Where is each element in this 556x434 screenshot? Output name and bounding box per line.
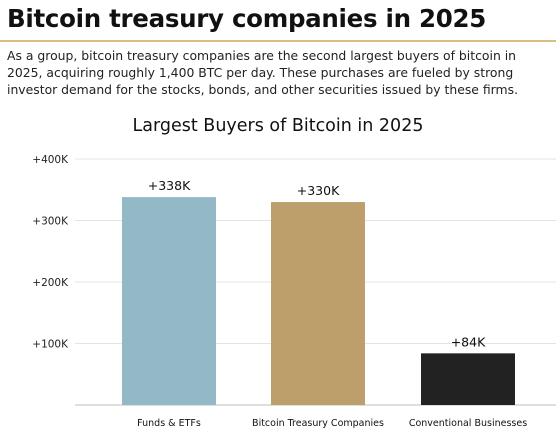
- article-headline: Bitcoin treasury companies in 2025: [7, 4, 486, 33]
- x-category-label: Conventional Businesses: [409, 418, 527, 429]
- headline-divider: [0, 40, 556, 42]
- y-tick-label: +100K: [32, 339, 69, 351]
- bar-value-label: +84K: [451, 334, 486, 349]
- bar-value-label: +330K: [297, 183, 340, 198]
- article-intro: As a group, bitcoin treasury companies a…: [7, 48, 519, 97]
- bar: [421, 353, 515, 405]
- y-tick-label: +400K: [32, 154, 69, 166]
- bar: [122, 197, 216, 405]
- y-tick-label: +200K: [32, 277, 69, 289]
- bar-value-label: +338K: [148, 178, 191, 193]
- chart-title: Largest Buyers of Bitcoin in 2025: [132, 116, 424, 136]
- x-category-label: Funds & ETFs: [137, 418, 201, 429]
- bar: [271, 202, 365, 405]
- y-tick-label: +300K: [32, 216, 69, 228]
- x-category-label: Bitcoin Treasury Companies: [252, 418, 384, 429]
